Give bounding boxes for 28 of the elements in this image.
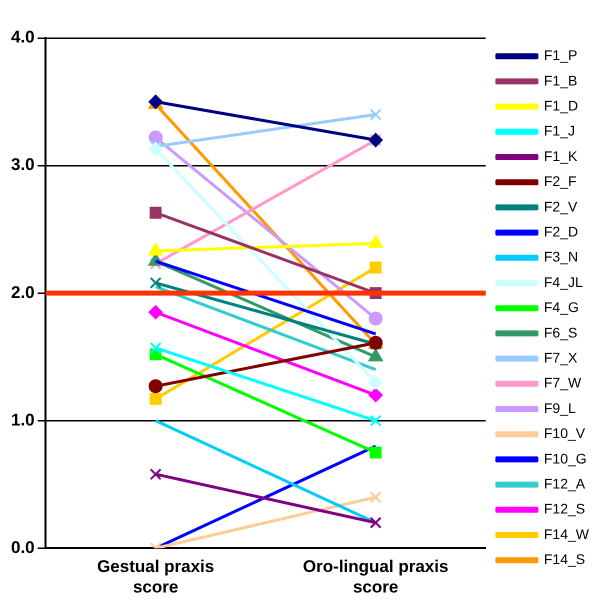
legend-label: F9_L: [544, 400, 576, 416]
legend-label: F2_V: [544, 198, 578, 214]
legend-label: F1_D: [544, 97, 578, 114]
legend-label: F7_X: [544, 349, 578, 366]
y-tick-label: 1.0: [10, 410, 35, 430]
legend-label: F2_F: [544, 173, 577, 190]
x-tick-label: Gestual praxis score: [97, 557, 214, 596]
legend-label: F3_N: [544, 248, 578, 265]
legend-label: F12_S: [544, 500, 586, 517]
legend-label: F2_D: [544, 223, 578, 240]
legend-label: F1_K: [544, 148, 578, 164]
legend-label: F10_G: [544, 450, 587, 466]
y-tick-label: 2.0: [10, 282, 35, 302]
y-tick-label: 3.0: [10, 155, 35, 174]
legend-label: F1_B: [544, 72, 578, 88]
y-tick-label: 4.0: [10, 28, 35, 47]
y-tick-label: 0.0: [10, 538, 35, 557]
legend-label: F7_W: [544, 374, 582, 391]
legend-label: F4_G: [544, 299, 579, 316]
legend-label: F14_S: [544, 551, 586, 568]
legend-label: F14_W: [544, 526, 590, 542]
legend-label: F1_P: [544, 47, 578, 64]
x-tick-label: Oro-lingual praxis score: [302, 557, 448, 596]
legend-label: F4_JL: [544, 274, 583, 290]
legend-label: F1_J: [544, 122, 575, 139]
legend-label: F12_A: [544, 475, 586, 492]
legend-label: F6_S: [544, 324, 578, 340]
legend-label: F10_V: [544, 425, 586, 442]
